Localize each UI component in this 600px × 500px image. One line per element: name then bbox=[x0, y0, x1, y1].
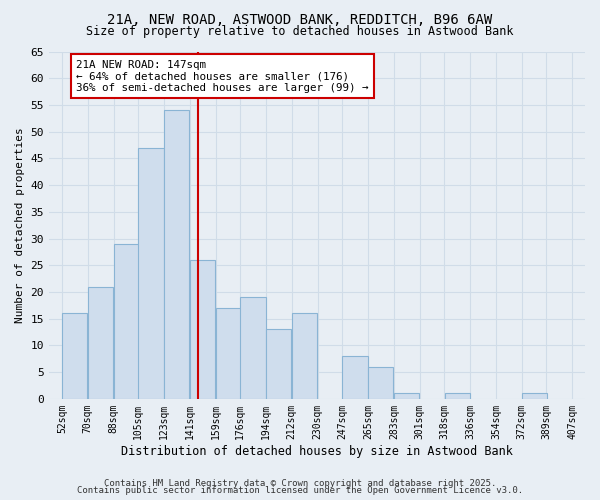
Text: Size of property relative to detached houses in Astwood Bank: Size of property relative to detached ho… bbox=[86, 25, 514, 38]
Bar bbox=[241, 298, 266, 399]
Bar bbox=[522, 394, 547, 399]
Bar bbox=[266, 330, 292, 399]
X-axis label: Distribution of detached houses by size in Astwood Bank: Distribution of detached houses by size … bbox=[121, 444, 513, 458]
Bar bbox=[216, 308, 241, 399]
Bar bbox=[88, 286, 113, 399]
Bar bbox=[394, 394, 419, 399]
Bar bbox=[190, 260, 215, 399]
Bar bbox=[343, 356, 368, 399]
Bar bbox=[62, 314, 88, 399]
Bar bbox=[292, 314, 317, 399]
Bar bbox=[114, 244, 139, 399]
Y-axis label: Number of detached properties: Number of detached properties bbox=[15, 128, 25, 323]
Text: Contains HM Land Registry data © Crown copyright and database right 2025.: Contains HM Land Registry data © Crown c… bbox=[104, 478, 496, 488]
Text: 21A NEW ROAD: 147sqm
← 64% of detached houses are smaller (176)
36% of semi-deta: 21A NEW ROAD: 147sqm ← 64% of detached h… bbox=[76, 60, 369, 92]
Bar bbox=[445, 394, 470, 399]
Bar bbox=[368, 367, 394, 399]
Bar bbox=[164, 110, 190, 399]
Text: 21A, NEW ROAD, ASTWOOD BANK, REDDITCH, B96 6AW: 21A, NEW ROAD, ASTWOOD BANK, REDDITCH, B… bbox=[107, 12, 493, 26]
Bar bbox=[139, 148, 164, 399]
Text: Contains public sector information licensed under the Open Government Licence v3: Contains public sector information licen… bbox=[77, 486, 523, 495]
